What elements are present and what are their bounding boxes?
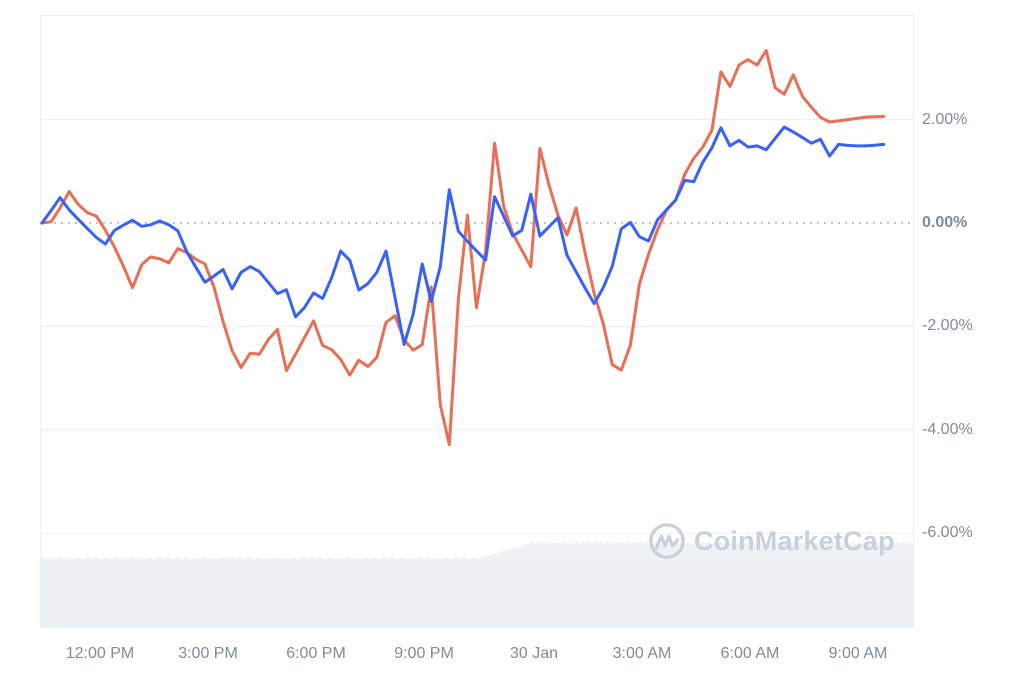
y-axis-label: -2.00%	[922, 317, 973, 335]
x-axis-label: 3:00 PM	[178, 645, 238, 662]
price-lines	[40, 48, 886, 447]
x-axis-label: 12:00 PM	[65, 645, 135, 662]
series-b-line	[40, 125, 886, 346]
volume-bars	[40, 541, 913, 628]
y-axis-label: -6.00%	[922, 524, 973, 542]
x-axis-label: 9:00 PM	[394, 645, 454, 662]
x-axis-label: 3:00 AM	[612, 645, 672, 662]
x-axis-label: 9:00 AM	[828, 645, 888, 662]
y-axis-label: 0.00%	[922, 214, 968, 231]
x-axis-label: 6:00 AM	[720, 645, 780, 662]
y-axis-label: -4.00%	[922, 420, 973, 438]
grid-lines	[40, 119, 913, 534]
watermark: CoinMarketCap	[648, 522, 895, 560]
plot-frame	[40, 15, 914, 628]
y-axis-label: 2.00%	[922, 110, 968, 128]
coinmarketcap-logo-icon	[649, 523, 685, 559]
x-axis-label: 30 Jan	[509, 645, 559, 662]
x-axis-label: 6:00 PM	[286, 645, 346, 662]
watermark-text: CoinMarketCap	[694, 525, 895, 556]
series-a-line	[40, 48, 886, 447]
